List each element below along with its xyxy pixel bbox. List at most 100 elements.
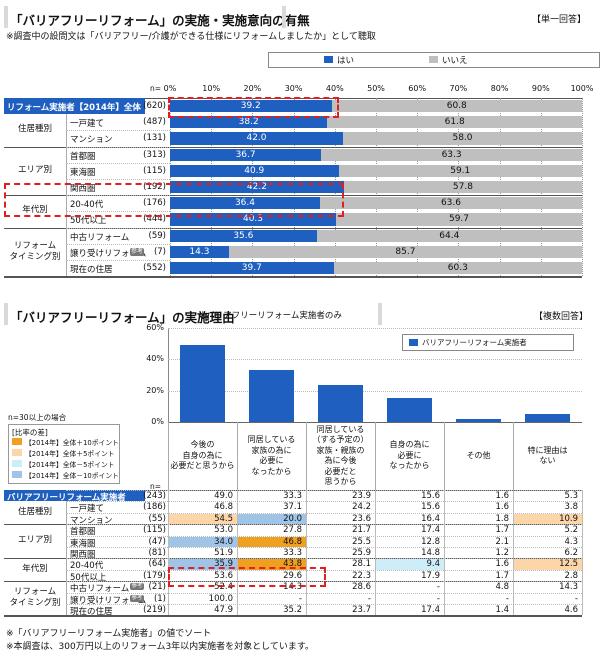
table-cell: 33.3	[283, 548, 302, 558]
table-cell: 1.7	[495, 525, 509, 536]
row-n: (313)	[143, 149, 166, 160]
cell-highlight	[514, 559, 582, 570]
chart2-tag: 【複数回答】	[534, 312, 589, 322]
bar-yes-value: 40.9	[244, 165, 265, 176]
row-n: (176)	[143, 198, 166, 209]
axis-tick-label: 0%	[163, 84, 177, 93]
bar-yes-value: 39.7	[241, 263, 262, 273]
bar-no-value: 60.8	[446, 101, 467, 111]
bar-yes	[170, 148, 322, 161]
row-divider	[66, 162, 170, 164]
table-cell: 12.8	[421, 536, 440, 547]
axis-tick-label: 10%	[202, 84, 221, 93]
table-cell: 23.6	[352, 513, 371, 524]
row-n: (487)	[143, 117, 166, 128]
group-divider	[4, 195, 582, 197]
chart1-n-label: n=	[150, 84, 162, 93]
row-group-label: エリア別	[17, 535, 52, 546]
bar-yes-value: 40.3	[242, 214, 264, 225]
bar-yes	[170, 229, 317, 242]
bar-yes-value: 35.6	[233, 230, 254, 241]
bar-reason	[249, 369, 294, 422]
table-cell: 9.4	[426, 559, 440, 570]
group-divider	[4, 276, 582, 278]
column-line	[513, 490, 514, 616]
group-divider	[4, 615, 582, 617]
row-divider	[66, 535, 582, 537]
row-divider	[66, 558, 582, 560]
chart2-subtitle: ※バリアフリーリフォーム実施者のみ	[199, 311, 342, 321]
cell-highlight	[238, 513, 306, 525]
table-cell: 28.1	[352, 559, 371, 570]
table-cell: 51.9	[214, 548, 233, 558]
row-n: (219)	[143, 605, 166, 615]
row-n: (115)	[143, 525, 166, 536]
reference-badge: 参考	[130, 583, 144, 591]
legend-no-label: いいえ	[442, 56, 468, 66]
table-cell: 37.1	[283, 502, 302, 513]
row-divider	[66, 195, 170, 197]
bar-no-value: 85.7	[395, 246, 416, 257]
table-cell: 2.1	[495, 536, 509, 547]
table-cell: 28.6	[352, 582, 371, 593]
table-cell: 3.8	[564, 502, 578, 513]
row-n: (243)	[143, 491, 166, 501]
chart2-n-label: n=	[150, 482, 162, 491]
chart2-legend-swatch	[409, 339, 418, 346]
footnote-1: ※「バリアフリーリフォーム実施者」の値でソート	[6, 629, 212, 639]
row-n: (444)	[143, 214, 166, 225]
column-line	[444, 490, 445, 616]
column-header: 同居している 家族の為に 必要に なったから	[247, 435, 296, 476]
row-n: (21)	[148, 582, 166, 593]
table-cell: 12.5	[559, 559, 578, 570]
table-cell: 21.7	[352, 525, 371, 536]
column-line	[582, 490, 583, 616]
bar-yes-value: 36.7	[235, 149, 256, 160]
row-n: (131)	[143, 133, 166, 144]
column-header: 同居している （する予定の） 家族・親族の 為に今後 必要だと 思うから	[312, 424, 369, 487]
table-cell: 34.0	[214, 536, 233, 547]
bar-yes-value: 36.4	[234, 198, 255, 209]
row-label: 現在の住居	[70, 265, 113, 275]
chart2-plot-frame	[168, 328, 583, 422]
row-n: (1)	[153, 593, 166, 604]
table-cell: 10.9	[559, 513, 578, 524]
bar-reason	[387, 397, 432, 422]
bar-reason	[525, 413, 570, 422]
bar-no-value: 60.3	[447, 263, 468, 273]
diff-legend-swatch	[12, 460, 22, 467]
bar-yes-value: 42.2	[246, 182, 267, 192]
table-cell: 53.0	[214, 525, 233, 536]
row-group-label: 住居種別	[17, 124, 52, 135]
row-divider	[66, 547, 582, 548]
table-cell: 15.6	[421, 491, 440, 501]
row-label: 一戸建て	[70, 504, 105, 515]
group-divider	[4, 227, 582, 229]
column-sep	[444, 422, 445, 490]
bar-yes	[170, 197, 320, 210]
row-n: (115)	[143, 165, 166, 176]
row-n: (620)	[143, 101, 166, 111]
table-cell: -	[436, 582, 440, 593]
column-sep	[513, 422, 514, 490]
bar-no-value: 61.8	[444, 117, 465, 128]
cell-highlight	[169, 536, 237, 547]
column-sep	[168, 422, 169, 490]
table-cell: -	[574, 593, 578, 604]
y-gridline	[168, 359, 582, 361]
table-cell: 1.2	[495, 548, 509, 558]
table-cell: 5.3	[564, 491, 578, 501]
bar-no	[321, 148, 582, 161]
chart2-highlight-age	[168, 567, 326, 587]
bar-yes-value: 39.2	[240, 101, 261, 111]
bar-yes	[170, 100, 332, 113]
axis-tick-label: 30%	[284, 84, 303, 93]
bar-reason	[318, 384, 363, 422]
bar-no	[343, 181, 582, 194]
group-sep	[66, 195, 67, 228]
row-n: (7)	[153, 246, 166, 257]
row-label: 首都圏	[70, 151, 96, 162]
bar-no	[331, 100, 582, 113]
chart1-highlight-age	[4, 183, 344, 217]
row-divider	[66, 501, 582, 503]
